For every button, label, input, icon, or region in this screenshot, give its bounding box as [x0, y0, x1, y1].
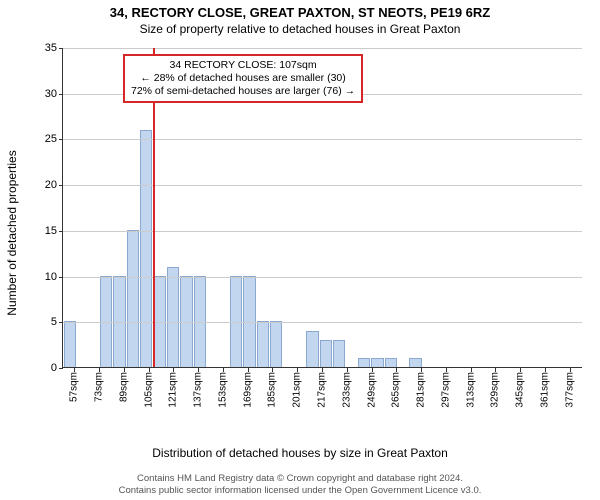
- gridline: [63, 322, 582, 323]
- x-tick-label: 169sqm: [242, 372, 253, 408]
- x-tick-label: 89sqm: [118, 372, 129, 402]
- y-tick-mark: [59, 277, 63, 278]
- x-tick-label: 329sqm: [490, 372, 501, 408]
- annotation-box: 34 RECTORY CLOSE: 107sqm← 28% of detache…: [123, 54, 363, 103]
- y-tick-label: 15: [45, 225, 57, 237]
- x-tick-label: 185sqm: [267, 372, 278, 408]
- y-tick-label: 30: [45, 88, 57, 100]
- x-tick-label: 249sqm: [366, 372, 377, 408]
- chart-title: 34, RECTORY CLOSE, GREAT PAXTON, ST NEOT…: [0, 0, 600, 20]
- footer-line-2: Contains public sector information licen…: [0, 485, 600, 496]
- y-tick-label: 25: [45, 133, 57, 145]
- footer-attribution: Contains HM Land Registry data © Crown c…: [0, 473, 600, 496]
- y-tick-label: 10: [45, 271, 57, 283]
- histogram-bar: [127, 230, 139, 367]
- x-tick-label: 137sqm: [193, 372, 204, 408]
- x-tick-label: 217sqm: [317, 372, 328, 408]
- x-tick-label: 201sqm: [292, 372, 303, 408]
- histogram-bar: [333, 340, 345, 367]
- y-tick-label: 0: [51, 362, 57, 374]
- y-tick-mark: [59, 94, 63, 95]
- y-tick-label: 5: [51, 316, 57, 328]
- chart-container: 34, RECTORY CLOSE, GREAT PAXTON, ST NEOT…: [0, 0, 600, 500]
- x-axis-label: Distribution of detached houses by size …: [0, 446, 600, 460]
- x-tick-label: 233sqm: [341, 372, 352, 408]
- x-tick-label: 345sqm: [515, 372, 526, 408]
- chart-subtitle: Size of property relative to detached ho…: [0, 20, 600, 36]
- x-tick-label: 281sqm: [416, 372, 427, 408]
- y-axis-label: Number of detached properties: [5, 150, 19, 315]
- y-tick-mark: [59, 48, 63, 49]
- histogram-bar: [320, 340, 332, 367]
- gridline: [63, 48, 582, 49]
- x-tick-label: 73sqm: [94, 372, 105, 402]
- histogram-bar: [409, 358, 421, 367]
- x-tick-label: 361sqm: [539, 372, 550, 408]
- y-tick-mark: [59, 139, 63, 140]
- histogram-bar: [306, 331, 318, 367]
- x-tick-label: 105sqm: [143, 372, 154, 408]
- gridline: [63, 231, 582, 232]
- x-tick-label: 121sqm: [168, 372, 179, 408]
- annotation-line: 34 RECTORY CLOSE: 107sqm: [131, 59, 355, 72]
- x-axis-ticks: 57sqm 73sqm 89sqm 105sqm 121sqm 137sqm 153sqm 1…: [62, 368, 582, 418]
- y-tick-mark: [59, 231, 63, 232]
- x-tick-label: 57sqm: [69, 372, 80, 402]
- histogram-bar: [167, 267, 179, 367]
- histogram-bar: [64, 321, 76, 367]
- histogram-bar: [385, 358, 397, 367]
- y-tick-label: 35: [45, 42, 57, 54]
- plot-area: 0510152025303534 RECTORY CLOSE: 107sqm← …: [62, 48, 582, 368]
- x-tick-label: 313sqm: [465, 372, 476, 408]
- histogram-bar: [358, 358, 370, 367]
- y-tick-mark: [59, 322, 63, 323]
- x-tick-label: 377sqm: [564, 372, 575, 408]
- footer-line-1: Contains HM Land Registry data © Crown c…: [0, 473, 600, 484]
- x-tick-label: 297sqm: [440, 372, 451, 408]
- chart-area: Number of detached properties 0510152025…: [26, 48, 586, 418]
- gridline: [63, 277, 582, 278]
- x-tick-label: 153sqm: [217, 372, 228, 408]
- histogram-bar: [257, 321, 269, 367]
- histogram-bar: [371, 358, 383, 367]
- y-tick-label: 20: [45, 179, 57, 191]
- gridline: [63, 185, 582, 186]
- histogram-bar: [270, 321, 282, 367]
- histogram-bar: [140, 130, 152, 367]
- gridline: [63, 139, 582, 140]
- annotation-line: ← 28% of detached houses are smaller (30…: [131, 72, 355, 85]
- y-tick-mark: [59, 185, 63, 186]
- annotation-line: 72% of semi-detached houses are larger (…: [131, 85, 355, 98]
- x-tick-label: 265sqm: [391, 372, 402, 408]
